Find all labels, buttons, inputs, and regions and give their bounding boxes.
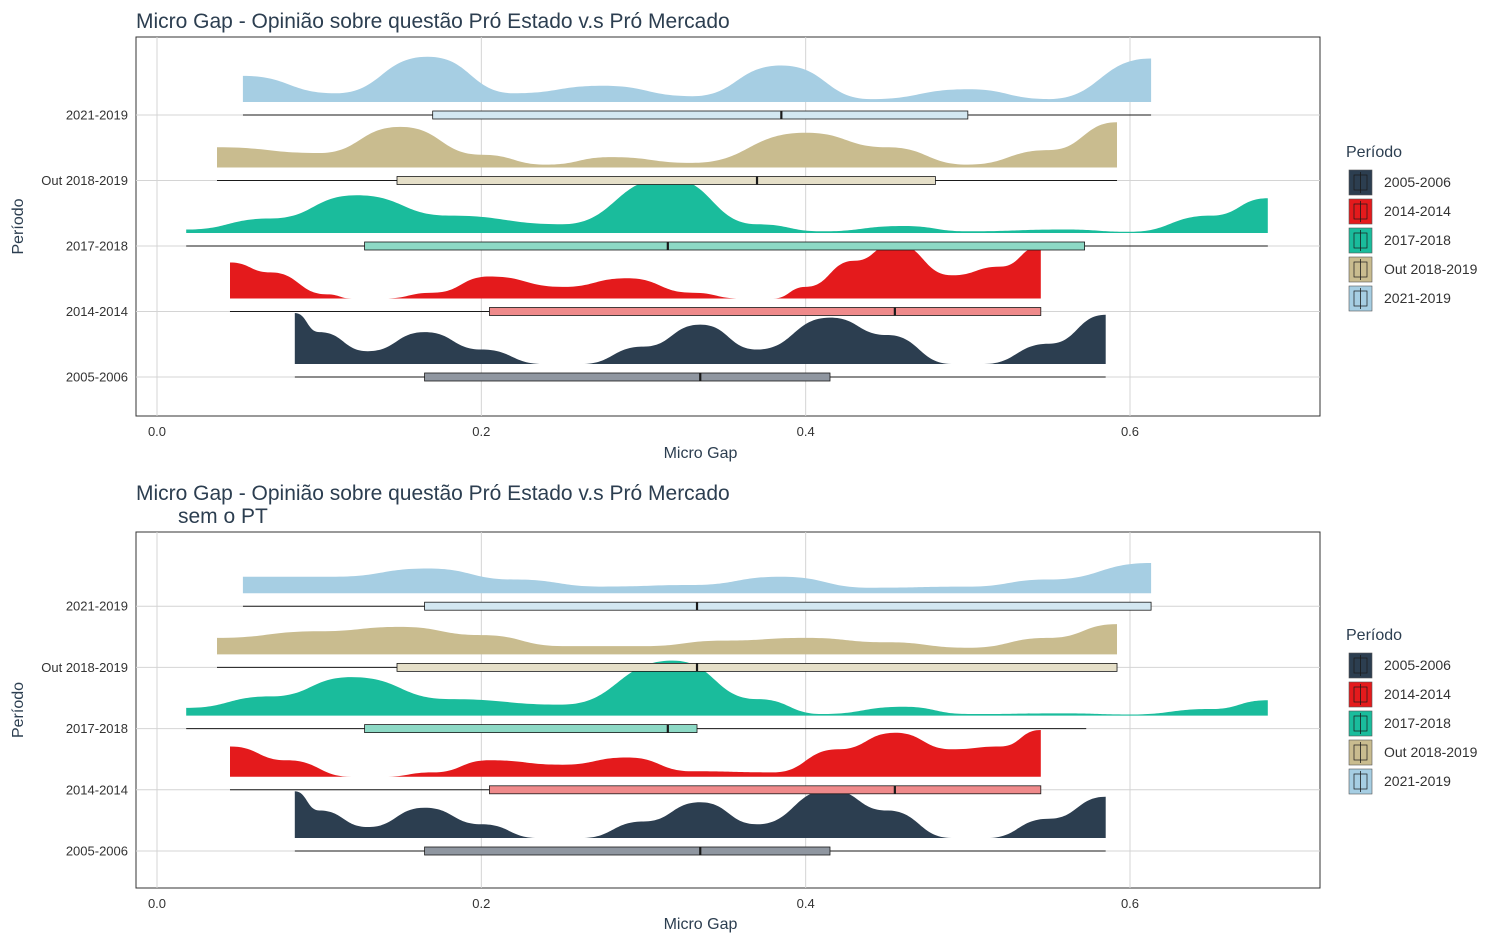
chart-panel-1: Micro Gap - Opinião sobre questão Pró Es… <box>10 10 1478 462</box>
box <box>364 241 1085 251</box>
legend-label: 2017-2018 <box>1384 232 1451 248</box>
box <box>489 307 1042 316</box>
legend-label: 2014-2014 <box>1384 686 1451 702</box>
y-axis-title: Período <box>10 198 27 254</box>
chart-panel-2: Micro Gap - Opinião sobre questão Pró Es… <box>10 482 1478 933</box>
series-2005-2006 <box>294 313 1106 382</box>
box <box>364 724 698 733</box>
legend: Período 2005-2006 2014-2014 2017-2018 Out 20… <box>1346 627 1478 795</box>
legend-title: Período <box>1346 627 1402 644</box>
legend-label: Out 2018-2019 <box>1384 744 1478 760</box>
density-ridge <box>294 789 1106 838</box>
legend: Período 2005-2006 2014-2014 2017-2018 Out 20… <box>1346 144 1478 312</box>
legend-label: 2005-2006 <box>1384 657 1451 673</box>
box <box>396 663 1118 672</box>
legend-label: 2021-2019 <box>1384 290 1451 306</box>
chart-subtitle: sem o PT <box>178 505 268 528</box>
legend-label: Out 2018-2019 <box>1384 261 1478 277</box>
x-tick-label: 0.2 <box>472 424 490 439</box>
legend-title: Período <box>1346 144 1402 161</box>
box <box>424 846 831 856</box>
y-tick-label: 2014-2014 <box>66 304 128 319</box>
y-tick-label: Out 2018-2019 <box>41 660 128 675</box>
box <box>424 372 831 382</box>
legend-item: 2014-2014 <box>1348 681 1451 708</box>
legend-item: Out 2018-2019 <box>1348 739 1478 766</box>
series-2014-2014 <box>229 243 1042 316</box>
series-2014-2014 <box>229 730 1042 795</box>
y-tick-label: Out 2018-2019 <box>41 173 128 188</box>
box <box>424 601 1152 611</box>
chart-title: Micro Gap - Opinião sobre questão Pró Es… <box>136 482 730 505</box>
density-ridge <box>230 243 1041 299</box>
density-ridge <box>186 660 1268 716</box>
legend-item: 2005-2006 <box>1348 652 1451 679</box>
density-ridge <box>242 56 1152 102</box>
series-2017-2018 <box>186 177 1268 251</box>
y-axis-title: Período <box>10 682 27 738</box>
legend-label: 2021-2019 <box>1384 773 1451 789</box>
y-tick-label: 2005-2006 <box>66 370 128 385</box>
y-tick-label: 2005-2006 <box>66 844 128 859</box>
x-tick-label: 0.2 <box>472 896 490 911</box>
series-2021-2019 <box>242 563 1152 611</box>
y-tick-label: 2017-2018 <box>66 239 128 254</box>
density-ridge <box>186 177 1268 233</box>
x-tick-label: 0.0 <box>148 424 166 439</box>
y-tick-label: 2021-2019 <box>66 108 128 123</box>
legend-item: 2014-2014 <box>1348 198 1451 225</box>
series-2005-2006 <box>294 789 1106 856</box>
x-tick-label: 0.0 <box>148 896 166 911</box>
x-tick-label: 0.4 <box>797 896 815 911</box>
y-tick-label: 2014-2014 <box>66 782 128 797</box>
box <box>432 110 969 120</box>
series-2017-2018 <box>186 660 1268 733</box>
series-out-2018-2019 <box>217 122 1118 185</box>
legend-item: Out 2018-2019 <box>1348 256 1478 283</box>
y-tick-label: 2021-2019 <box>66 599 128 614</box>
chart-title: Micro Gap - Opinião sobre questão Pró Es… <box>136 10 730 33</box>
x-tick-label: 0.4 <box>797 424 815 439</box>
x-tick-label: 0.6 <box>1121 424 1139 439</box>
legend-label: 2005-2006 <box>1384 174 1451 190</box>
legend-item: 2005-2006 <box>1348 169 1451 196</box>
x-axis-title: Micro Gap <box>664 916 738 933</box>
legend-item: 2021-2019 <box>1348 768 1451 795</box>
series-2021-2019 <box>242 56 1152 120</box>
x-axis-title: Micro Gap <box>664 445 738 462</box>
box <box>489 785 1042 795</box>
density-ridge <box>294 313 1106 364</box>
density-ridge <box>230 730 1041 777</box>
x-tick-label: 0.6 <box>1121 896 1139 911</box>
legend-item: 2017-2018 <box>1348 710 1451 737</box>
density-ridge <box>242 563 1152 594</box>
legend-label: 2017-2018 <box>1384 715 1451 731</box>
legend-item: 2017-2018 <box>1348 227 1451 254</box>
y-tick-label: 2017-2018 <box>66 721 128 736</box>
density-ridge <box>217 624 1117 655</box>
series-out-2018-2019 <box>217 624 1118 672</box>
legend-item: 2021-2019 <box>1348 285 1451 312</box>
density-ridge <box>217 122 1117 168</box>
legend-label: 2014-2014 <box>1384 203 1451 219</box>
box <box>396 176 936 185</box>
